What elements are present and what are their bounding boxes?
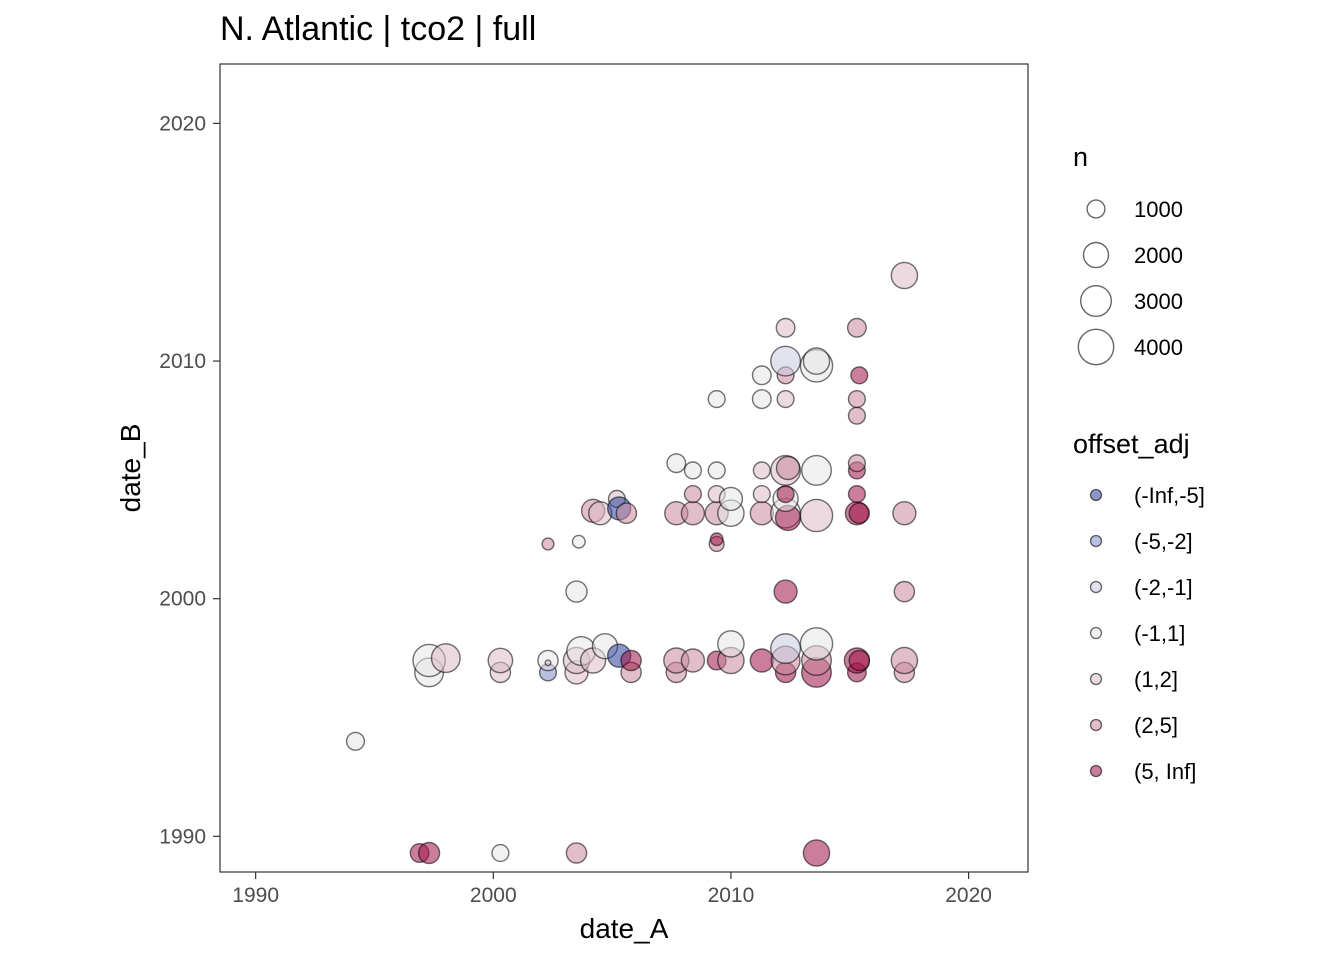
data-point [751,389,772,410]
color-legend: (-Inf,-5] (-5,-2] (-2,-1] (-1,1] (1,2] (2,5] (… [1089,483,1205,784]
plot-panel [219,63,1029,873]
data-point [801,454,833,486]
data-point [892,501,917,526]
data-point [707,461,726,480]
data-point [430,643,461,674]
color-legend-label: (-2,-1] [1134,575,1193,600]
data-point [707,390,726,409]
x-tick-label: 1990 [232,884,279,907]
data-point [802,347,831,375]
data-point [890,646,919,675]
data-point [718,486,744,512]
size-legend-label: 2000 [1134,243,1183,268]
data-point [847,406,866,425]
data-point [775,317,796,338]
color-legend-label: (2,5] [1134,713,1178,738]
data-point [717,630,745,658]
color-legend-key [1089,626,1103,640]
data-point [770,345,802,377]
data-point [683,461,702,480]
x-tick-label: 2010 [708,884,755,907]
size-legend-title: n [1073,142,1088,172]
size-legend-key [1077,328,1115,366]
color-legend-label: (5, Inf] [1134,759,1196,784]
size-legend-label: 4000 [1134,335,1183,360]
data-point [846,317,867,338]
color-legend-key [1089,488,1103,502]
data-point [848,502,871,525]
data-point [770,633,802,665]
data-point [749,648,774,673]
color-legend-label: (-Inf,-5] [1134,483,1205,508]
data-point [776,485,795,504]
data-point [620,649,642,672]
color-legend-label: (-1,1] [1134,621,1185,646]
data-points [345,261,919,867]
data-point [802,839,831,867]
color-legend-key [1089,534,1103,548]
size-legend-key [1079,285,1112,318]
y-tick-label: 2010 [159,350,206,373]
data-point [683,485,702,504]
data-point [752,485,771,504]
color-legend-key [1089,580,1103,594]
data-point [799,627,834,661]
y-tick-label: 2020 [159,112,206,135]
size-legend-key [1086,199,1106,219]
chart-title: N. Atlantic | tco2 | full [220,10,536,48]
x-tick-label: 2000 [470,884,517,907]
data-point [749,501,774,526]
color-legend-key [1089,764,1103,778]
y-axis-title: date_B [115,424,146,513]
data-point [751,365,772,386]
x-axis-title: date_A [580,913,669,944]
data-point [345,731,366,751]
y-tick-label: 1990 [159,825,206,848]
data-point [799,498,834,533]
size-legend: 1000 2000 3000 4000 [1077,197,1183,366]
color-legend-label: (-5,-2] [1134,529,1193,554]
data-point [491,843,510,863]
color-legend-label: (1,2] [1134,667,1178,692]
size-legend-label: 1000 [1134,197,1183,222]
size-legend-key [1082,241,1110,269]
x-tick-label: 2020 [945,884,992,907]
data-point [565,842,588,864]
data-point [709,532,724,547]
data-point [893,580,916,603]
data-point [487,647,514,674]
data-point [890,261,919,290]
data-point [571,534,586,549]
color-legend-key [1089,718,1103,732]
data-point [666,453,687,474]
data-point [775,455,801,481]
data-point [680,648,706,673]
data-point [847,454,866,473]
data-point [565,580,588,603]
data-point [847,390,866,409]
data-point [850,366,869,385]
y-tick-label: 2000 [159,588,206,611]
data-point [544,659,552,667]
data-point [773,579,798,604]
color-legend-title: offset_adj [1073,429,1190,459]
size-legend-label: 3000 [1134,289,1183,314]
y-axis-ticks: 1990 2000 2010 2020 [159,112,220,848]
color-legend-key [1089,672,1103,686]
data-point [847,485,866,504]
data-point [417,841,441,865]
data-point [752,461,771,480]
data-point [615,502,638,525]
data-point [541,537,555,551]
data-point [680,501,706,526]
x-axis-ticks: 1990 2000 2010 2020 [232,872,992,907]
data-point [776,390,795,409]
data-point [848,649,871,672]
